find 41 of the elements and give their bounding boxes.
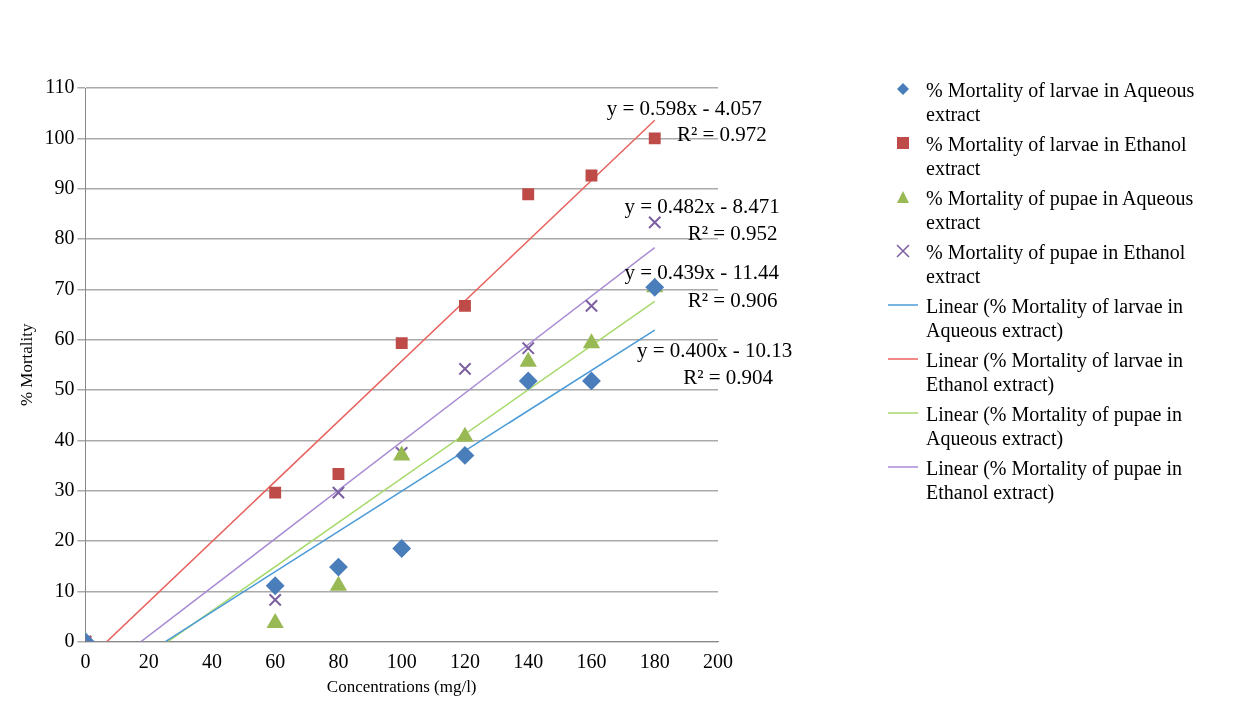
legend-label: % Mortality of larvae in Ethanol extract: [926, 132, 1188, 180]
x-tick-label: 120: [449, 649, 480, 672]
x-axis-title: Concentrations (mg/l): [326, 677, 477, 697]
annotation: R² = 0.906: [687, 287, 778, 312]
y-tick-label: 40: [54, 427, 75, 450]
legend-label: Linear (% Mortality of pupae in Aqueous extract): [926, 402, 1184, 450]
legend-label: % Mortality of pupae in Ethanol extract: [926, 240, 1187, 288]
y-tick-label: 90: [54, 175, 75, 198]
y-tick-label: 0: [64, 628, 75, 651]
annotation: y = 0.400x - 10.13: [637, 338, 793, 363]
legend-label: Linear (% Mortality of larvae in Aqueous extract): [926, 294, 1185, 342]
y-tick-label: 50: [54, 377, 75, 400]
x-tick-label: 20: [138, 649, 159, 672]
y-tick-label: 60: [54, 326, 75, 349]
x-tick-label: 40: [201, 649, 222, 672]
y-axis-title: % Mortality: [16, 322, 36, 407]
x-tick-label: 200: [703, 649, 733, 672]
y-tick-label: 100: [44, 125, 75, 148]
annotation: y = 0.439x - 11.44: [624, 259, 780, 284]
y-tick-label: 20: [54, 528, 75, 551]
y-tick-label: 110: [45, 75, 75, 98]
legend-label: Linear (% Mortality of pupae in Ethanol extract): [926, 456, 1184, 504]
annotation: R² = 0.952: [687, 221, 778, 246]
x-tick-label: 80: [328, 649, 349, 672]
annotation: R² = 0.904: [683, 365, 774, 390]
y-tick-label: 30: [54, 477, 75, 500]
y-tick-label: 10: [54, 578, 75, 601]
x-tick-label: 140: [513, 649, 544, 672]
annotation: y = 0.598x - 4.057: [606, 95, 763, 120]
legend-label: % Mortality of pupae in Aqueous extract: [926, 186, 1195, 234]
annotation: y = 0.482x - 8.471: [624, 193, 780, 218]
x-tick-label: 0: [80, 649, 91, 672]
x-tick-label: 160: [576, 649, 607, 672]
y-tick-label: 70: [54, 276, 75, 299]
legend-label: Linear (% Mortality of larvae in Ethanol extract): [926, 348, 1185, 396]
x-tick-label: 60: [265, 649, 286, 672]
legend-label: % Mortality of larvae in Aqueous extract: [926, 78, 1196, 126]
annotation: R² = 0.972: [676, 122, 767, 147]
x-tick-label: 180: [639, 649, 670, 672]
y-tick-label: 80: [54, 226, 75, 249]
x-tick-label: 100: [386, 649, 417, 672]
